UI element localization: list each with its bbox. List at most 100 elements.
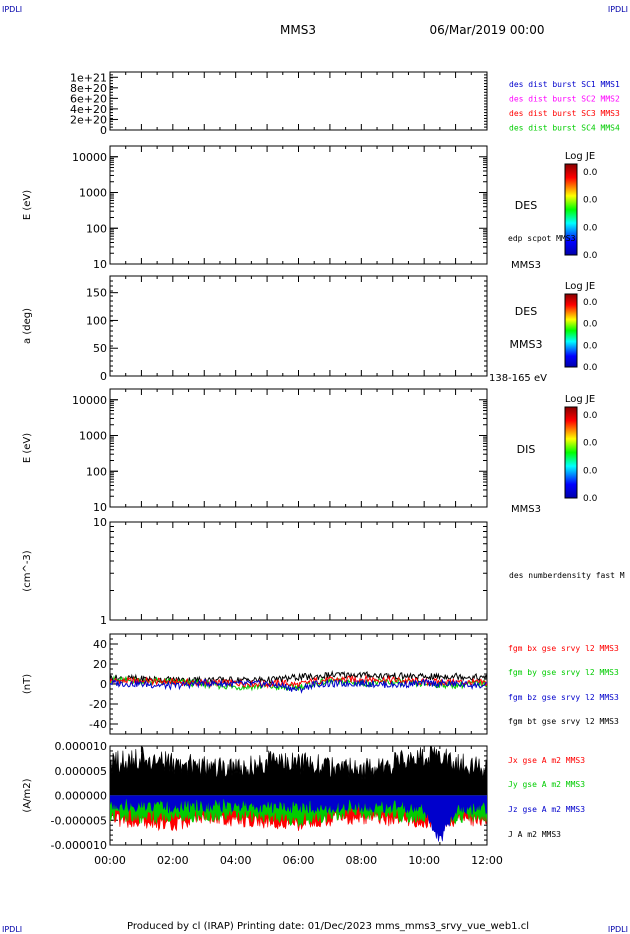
y-tick-label: -20	[89, 698, 107, 711]
legend-entry: des dist burst SC3 MMS3	[509, 109, 620, 118]
x-tick-label: 10:00	[408, 854, 440, 867]
panel-frame	[109, 388, 488, 508]
side-label: DIS	[517, 443, 536, 456]
series-area-jz	[110, 795, 487, 842]
colorbar-title: Log JE	[565, 394, 595, 405]
y-tick-label: 0	[100, 678, 107, 691]
panel-density: 10 1 (cm^-3) des numberdensity fast M	[22, 516, 625, 627]
colorbar-tick-label: 0.0	[583, 223, 598, 233]
y-tick-label: 20	[93, 658, 107, 671]
y-axis-label: E (eV)	[22, 190, 33, 220]
y-axis-label: (nT)	[22, 674, 33, 694]
y-tick-label: 0	[100, 370, 107, 383]
y-tick-label: 1000	[79, 187, 107, 200]
side-label: MMS3	[511, 504, 541, 515]
series-area-j	[110, 746, 487, 796]
y-axis-label: E (eV)	[22, 433, 33, 463]
legend-entry: fgm bt gse srvy l2 MMS3	[508, 717, 619, 726]
legend-entry: fgm bz gse srvy l2 MMS3	[508, 693, 619, 702]
legend-entry: Jz gse A m2 MMS3	[508, 805, 585, 814]
plot-area	[110, 669, 487, 694]
y-tick-label: 10	[93, 258, 107, 271]
colorbar-tick-label: 0.0	[583, 320, 598, 330]
x-tick-label: 00:00	[94, 854, 126, 867]
legend-entry: J A m2 MMS3	[508, 830, 561, 839]
legend-entry: Jy gse A m2 MMS3	[508, 780, 585, 789]
colorbar-tick-label: 0.0	[583, 494, 598, 504]
corner-label-top-left: IPDLI	[2, 5, 22, 14]
colorbar	[564, 163, 578, 256]
colorbar-tick-label: 0.0	[583, 466, 598, 476]
x-tick-label: 02:00	[157, 854, 189, 867]
panel-frame	[109, 145, 488, 265]
panel-current-density: 0.000010 0.000005 0.000000 -0.000005 -0.0000…	[22, 740, 585, 852]
legend-entry: fgm bx gse srvy l2 MMS3	[508, 644, 619, 653]
y-tick-label: 0.000005	[55, 765, 108, 778]
panel-frame	[109, 521, 488, 621]
panel-frame	[109, 71, 488, 131]
y-tick-label: 10	[93, 501, 107, 514]
y-axis-label: (cm^-3)	[22, 550, 33, 591]
plot-area	[110, 746, 487, 842]
x-tick-label: 08:00	[345, 854, 377, 867]
corner-label-top-right: IPDLI	[608, 5, 628, 14]
y-tick-label: 100	[86, 465, 107, 478]
panel-des-pitch: 150 100 50 0 a (deg) Log JE 0.0 0.0 0.0 0.0 DES MMS…	[22, 275, 598, 384]
y-tick-label: 40	[93, 638, 107, 651]
y-tick-label: 0	[100, 124, 107, 137]
legend-entry: des numberdensity fast M	[509, 571, 625, 580]
y-tick-label: 0.000000	[55, 790, 108, 803]
y-tick-label: 2e+20	[70, 113, 107, 126]
colorbar-tick-label: 0.0	[583, 411, 598, 421]
y-tick-label: -40	[89, 718, 107, 731]
y-tick-label: 10000	[72, 394, 107, 407]
panel-dis-energy: 10000 1000 100 10 E (eV) Log JE 0.0 0.0 0.0 0.0 DI…	[22, 388, 598, 515]
y-tick-label: 8e+20	[70, 82, 107, 95]
footer-text: Produced by cl (IRAP) Printing date: 01/…	[127, 921, 529, 932]
colorbar	[564, 293, 578, 368]
side-label: DES	[515, 199, 537, 212]
colorbar-tick-label: 0.0	[583, 196, 598, 206]
header-spacecraft: MMS3	[280, 23, 316, 37]
x-axis: 00:00 02:00 04:00 06:00 08:00 10:00 12:00	[94, 854, 503, 867]
colorbar-tick-label: 0.0	[583, 168, 598, 178]
y-axis-label: (A/m2)	[22, 778, 33, 812]
side-label: MMS3	[511, 260, 541, 271]
side-label: MMS3	[510, 338, 543, 351]
corner-label-bottom-right: IPDLI	[608, 925, 628, 934]
corner-label-bottom-left: IPDLI	[2, 925, 22, 934]
legend-entry: des dist burst SC2 MMS2	[509, 95, 620, 104]
panel-frame	[109, 275, 488, 377]
y-tick-label: -0.000005	[51, 814, 107, 827]
y-tick-label: 100	[86, 314, 107, 327]
y-tick-label: 100	[86, 222, 107, 235]
colorbar-title: Log JE	[565, 281, 595, 292]
legend-entry: Jx gse A m2 MMS3	[508, 756, 585, 765]
y-axis-label: a (deg)	[22, 308, 33, 344]
legend-entry: des dist burst SC4 MMS4	[509, 124, 620, 133]
y-tick-label: 1e+21	[70, 71, 107, 84]
y-tick-label: 10000	[72, 151, 107, 164]
y-tick-label: 6e+20	[70, 92, 107, 105]
y-tick-label: 4e+20	[70, 103, 107, 116]
y-tick-label: 0.000010	[55, 740, 108, 753]
header-date: 06/Mar/2019 00:00	[430, 23, 545, 37]
x-tick-label: 04:00	[220, 854, 252, 867]
legend-entry: des dist burst SC1 MMS1	[509, 80, 620, 89]
colorbar-tick-label: 0.0	[583, 251, 598, 261]
x-tick-label: 06:00	[283, 854, 315, 867]
y-tick-label: 1	[100, 614, 107, 627]
side-label: 138-165 eV	[489, 373, 547, 384]
colorbar	[564, 406, 578, 499]
y-tick-label: -0.000010	[51, 839, 107, 852]
y-tick-label: 50	[93, 342, 107, 355]
y-tick-label: 1000	[79, 430, 107, 443]
colorbar-title: Log JE	[565, 151, 595, 162]
y-tick-label: 150	[86, 287, 107, 300]
x-tick-label: 12:00	[471, 854, 503, 867]
colorbar-tick-label: 0.0	[583, 341, 598, 351]
y-tick-label: 10	[93, 516, 107, 529]
